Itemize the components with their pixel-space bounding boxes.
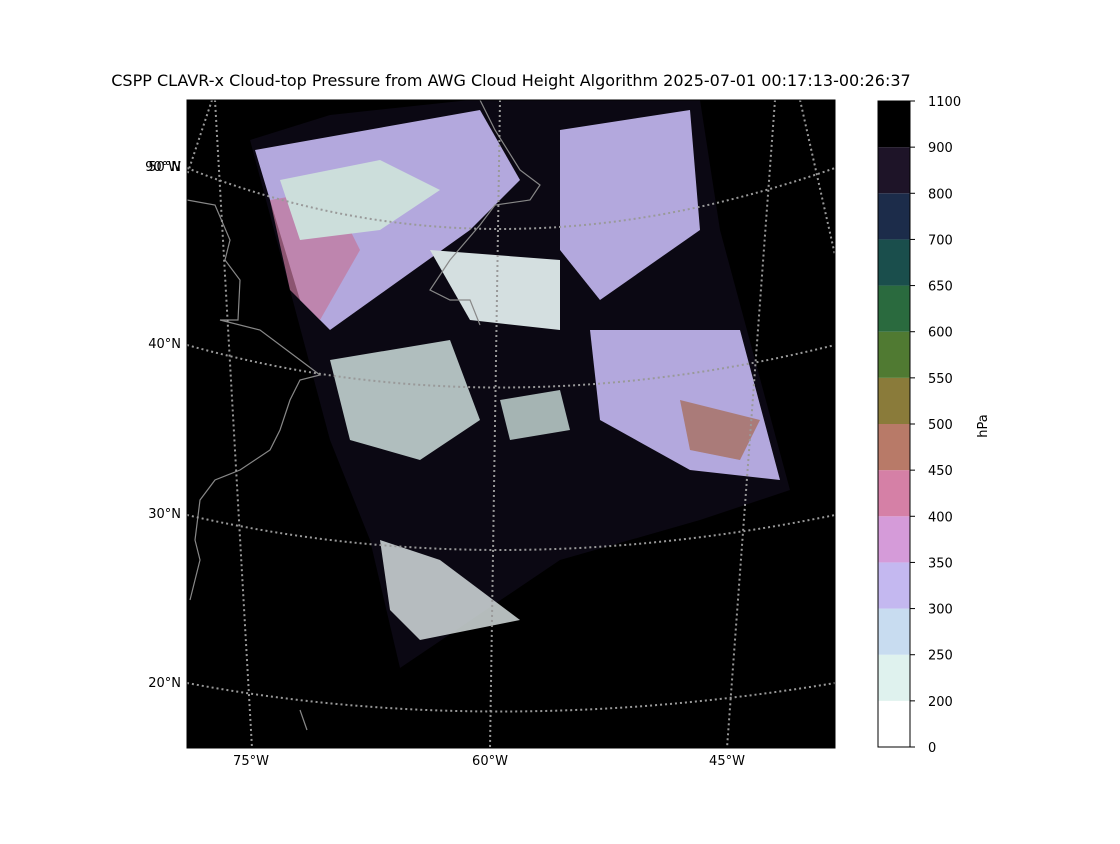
colorbar-tick-label: 650 — [928, 280, 953, 295]
lon-label: 90°W — [145, 160, 181, 175]
colorbar-segment — [878, 470, 910, 517]
colorbar-segment — [878, 654, 910, 701]
graticule — [187, 100, 835, 748]
lat-label: 30°N — [148, 507, 181, 522]
colorbar-segment — [878, 331, 910, 378]
map-frame — [186, 99, 836, 749]
title: CSPP CLAVR-x Cloud-top Pressure from AWG… — [111, 71, 910, 90]
colorbar-tick-label: 800 — [928, 187, 953, 202]
colorbar-segment — [878, 700, 910, 747]
colorbar-tick-label: 450 — [928, 464, 953, 479]
colorbar-tick-label: 1100 — [928, 95, 961, 110]
colorbar-tick-label: 600 — [928, 326, 953, 341]
lon-label: 75°W — [233, 754, 269, 769]
colorbar-tick-label: 200 — [928, 695, 953, 710]
colorbar-tick-label: 0 — [928, 741, 936, 756]
colorbar-tick-label: 400 — [928, 510, 953, 525]
colorbar-tick-label: 300 — [928, 603, 953, 618]
colorbar-tick-label: 700 — [928, 233, 953, 248]
colorbar-tick-label: 350 — [928, 556, 953, 571]
colorbar-tick-label: 550 — [928, 372, 953, 387]
colorbar-segment — [878, 239, 910, 286]
lon-label: 45°W — [709, 754, 745, 769]
colorbar-label: hPa — [976, 414, 991, 437]
colorbar-segment — [878, 424, 910, 471]
colorbar-segment — [878, 285, 910, 332]
map — [186, 99, 836, 749]
lon-label: 60°W — [472, 754, 508, 769]
lat-label: 50°N — [148, 160, 181, 175]
colorbar-tick-label: 500 — [928, 418, 953, 433]
lat-label: 20°N — [148, 676, 181, 691]
colorbar-segment — [878, 608, 910, 655]
colorbar-tick-label: 250 — [928, 649, 953, 664]
map-labels: 90°W 50°N 40°N 30°N 20°N 75°W 60°W 45°W — [145, 160, 745, 769]
colorbar-segment — [878, 147, 910, 194]
colorbar-segment — [878, 377, 910, 424]
colorbar-segment — [878, 562, 910, 609]
colorbar-segment — [878, 516, 910, 563]
colorbar-segment — [878, 193, 910, 240]
coastline — [187, 100, 541, 731]
colorbar-tick-label: 900 — [928, 141, 953, 156]
colorbar: 0 200 250 300 350 400 450 500 550 600 650 700 800 900… — [877, 95, 991, 756]
colorbar-segment — [878, 101, 910, 148]
lat-label: 40°N — [148, 337, 181, 352]
